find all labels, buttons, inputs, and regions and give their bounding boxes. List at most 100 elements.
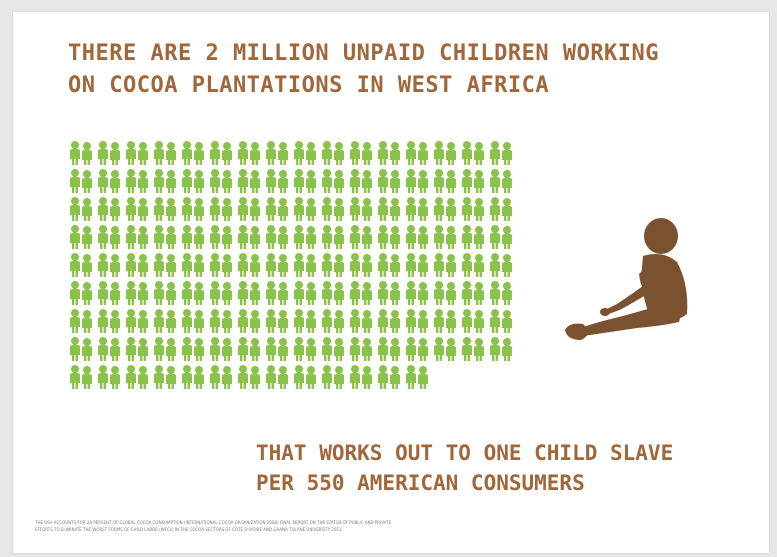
- child-pair-icon: [320, 140, 348, 168]
- child-pair-icon: [404, 308, 432, 336]
- child-pair-icon: [292, 140, 320, 168]
- child-pair-icon: [320, 308, 348, 336]
- child-pair-icon: [320, 336, 348, 364]
- child-pair-icon: [236, 168, 264, 196]
- child-pair-icon: [124, 224, 152, 252]
- child-pair-icon: [180, 280, 208, 308]
- child-pair-icon: [264, 168, 292, 196]
- child-pair-icon: [208, 280, 236, 308]
- child-pair-icon: [264, 308, 292, 336]
- child-pair-icon: [152, 364, 180, 392]
- headline-line-2: ON COCOA PLANTATIONS IN WEST AFRICA: [68, 73, 550, 98]
- child-pair-icon: [124, 336, 152, 364]
- child-pair-icon: [208, 364, 236, 392]
- child-pair-icon: [432, 140, 460, 168]
- child-pair-icon: [180, 224, 208, 252]
- child-pair-icon: [320, 364, 348, 392]
- child-pair-icon: [152, 168, 180, 196]
- child-pair-icon: [320, 168, 348, 196]
- child-pair-icon: [460, 308, 488, 336]
- child-pair-icon: [292, 224, 320, 252]
- child-pair-icon: [348, 224, 376, 252]
- child-pair-icon: [236, 308, 264, 336]
- child-pair-icon: [152, 224, 180, 252]
- child-pair-icon: [348, 140, 376, 168]
- child-pair-icon: [376, 224, 404, 252]
- child-pair-icon: [264, 196, 292, 224]
- child-pair-icon: [152, 308, 180, 336]
- child-pair-icon: [68, 196, 96, 224]
- child-pair-icon: [320, 224, 348, 252]
- child-pair-icon: [180, 196, 208, 224]
- child-pair-icon: [124, 308, 152, 336]
- child-pair-icon: [180, 336, 208, 364]
- child-pair-icon: [96, 280, 124, 308]
- child-pair-icon: [348, 196, 376, 224]
- child-pair-icon: [320, 196, 348, 224]
- child-pair-icon: [208, 168, 236, 196]
- child-pair-icon: [292, 196, 320, 224]
- child-pair-icon: [432, 168, 460, 196]
- child-pair-icon: [208, 308, 236, 336]
- child-pair-icon: [404, 196, 432, 224]
- child-pair-icon: [152, 252, 180, 280]
- child-pair-icon: [488, 196, 516, 224]
- child-pair-icon: [404, 140, 432, 168]
- child-pair-icon: [68, 224, 96, 252]
- headline-line-1: THERE ARE 2 MILLION UNPAID CHILDREN WORK…: [68, 41, 660, 66]
- child-pair-icon: [180, 168, 208, 196]
- child-pair-icon: [152, 196, 180, 224]
- child-pair-icon: [236, 140, 264, 168]
- child-pair-icon: [264, 224, 292, 252]
- child-pair-icon: [68, 336, 96, 364]
- child-pair-icon: [208, 196, 236, 224]
- child-pair-icon: [432, 196, 460, 224]
- child-pair-icon: [432, 280, 460, 308]
- child-pair-icon: [404, 252, 432, 280]
- child-pair-icon: [68, 140, 96, 168]
- pictogram-grid: [68, 140, 518, 420]
- child-pair-icon: [208, 224, 236, 252]
- child-pair-icon: [404, 280, 432, 308]
- child-pair-icon: [292, 308, 320, 336]
- child-pair-icon: [236, 224, 264, 252]
- child-pair-icon: [264, 140, 292, 168]
- child-pair-icon: [460, 140, 488, 168]
- child-pair-icon: [376, 336, 404, 364]
- child-pair-icon: [236, 364, 264, 392]
- child-pair-icon: [460, 336, 488, 364]
- child-pair-icon: [68, 168, 96, 196]
- child-pair-icon: [376, 280, 404, 308]
- child-pair-icon: [320, 252, 348, 280]
- source-footnote: THE USA ACCOUNTS FOR 28 PERCENT OF GLOBA…: [35, 519, 735, 533]
- child-pair-icon: [124, 140, 152, 168]
- child-pair-icon: [96, 140, 124, 168]
- child-pair-icon: [404, 364, 432, 392]
- child-pair-icon: [68, 280, 96, 308]
- child-pair-icon: [68, 308, 96, 336]
- child-pair-icon: [488, 280, 516, 308]
- child-pair-icon: [376, 252, 404, 280]
- child-pair-icon: [292, 280, 320, 308]
- child-pair-icon: [432, 308, 460, 336]
- poster: THERE ARE 2 MILLION UNPAID CHILDREN WORK…: [13, 12, 769, 553]
- child-pair-icon: [180, 364, 208, 392]
- child-pair-icon: [460, 252, 488, 280]
- child-pair-icon: [460, 168, 488, 196]
- child-pair-icon: [236, 252, 264, 280]
- child-pair-icon: [264, 364, 292, 392]
- child-pair-icon: [348, 336, 376, 364]
- child-pair-icon: [488, 308, 516, 336]
- child-pair-icon: [124, 168, 152, 196]
- child-pair-icon: [68, 364, 96, 392]
- child-pair-icon: [96, 224, 124, 252]
- child-pair-icon: [292, 168, 320, 196]
- child-pair-icon: [488, 336, 516, 364]
- child-pair-icon: [292, 336, 320, 364]
- child-pair-icon: [404, 168, 432, 196]
- child-pair-icon: [96, 336, 124, 364]
- child-pair-icon: [264, 252, 292, 280]
- child-pair-icon: [348, 252, 376, 280]
- child-pair-icon: [404, 336, 432, 364]
- child-pair-icon: [348, 364, 376, 392]
